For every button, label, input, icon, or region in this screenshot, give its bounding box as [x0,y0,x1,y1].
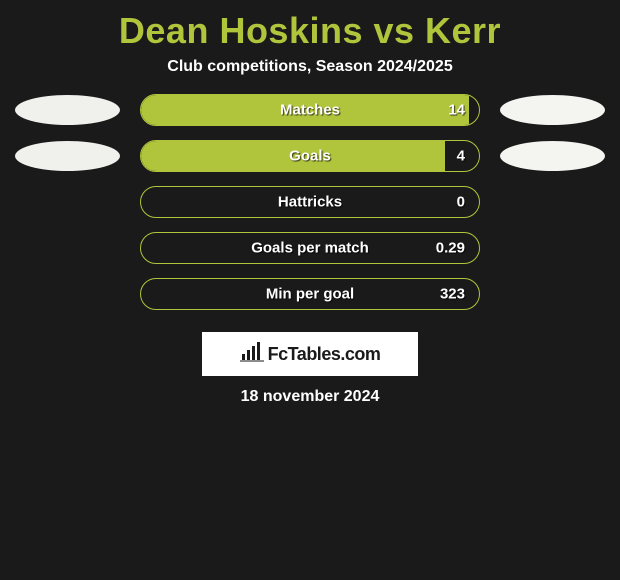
stat-bar: Goals per match 0.29 [140,232,480,264]
stat-row: Hattricks 0 [0,186,620,218]
bar-label: Hattricks [278,194,342,211]
stat-row: Goals per match 0.29 [0,232,620,264]
left-ellipse [15,95,120,125]
barchart-icon [240,342,264,367]
stat-bar: Min per goal 323 [140,278,480,310]
date-text: 18 november 2024 [0,388,620,406]
left-ellipse [15,141,120,171]
bar-value: 0 [457,194,465,211]
stat-bar: Goals 4 [140,140,480,172]
bar-value: 0.29 [436,240,465,257]
logo-text: FcTables.com [268,344,381,365]
stat-row: Matches 14 [0,94,620,126]
page-title: Dean Hoskins vs Kerr [0,0,620,58]
bar-label: Goals per match [251,240,369,257]
bar-label: Min per goal [266,286,354,303]
bar-value: 4 [457,148,465,165]
right-ellipse [500,95,605,125]
bar-label: Matches [280,102,340,119]
logo-box: FcTables.com [202,332,418,376]
stat-row: Goals 4 [0,140,620,172]
bar-label: Goals [289,148,331,165]
bar-value: 323 [440,286,465,303]
stat-bar: Hattricks 0 [140,186,480,218]
stats-container: Matches 14 Goals 4 Hattricks 0 Goals per match… [0,94,620,310]
stat-bar: Matches 14 [140,94,480,126]
right-ellipse [500,141,605,171]
subtitle: Club competitions, Season 2024/2025 [0,58,620,94]
stat-row: Min per goal 323 [0,278,620,310]
bar-value: 14 [448,102,465,119]
